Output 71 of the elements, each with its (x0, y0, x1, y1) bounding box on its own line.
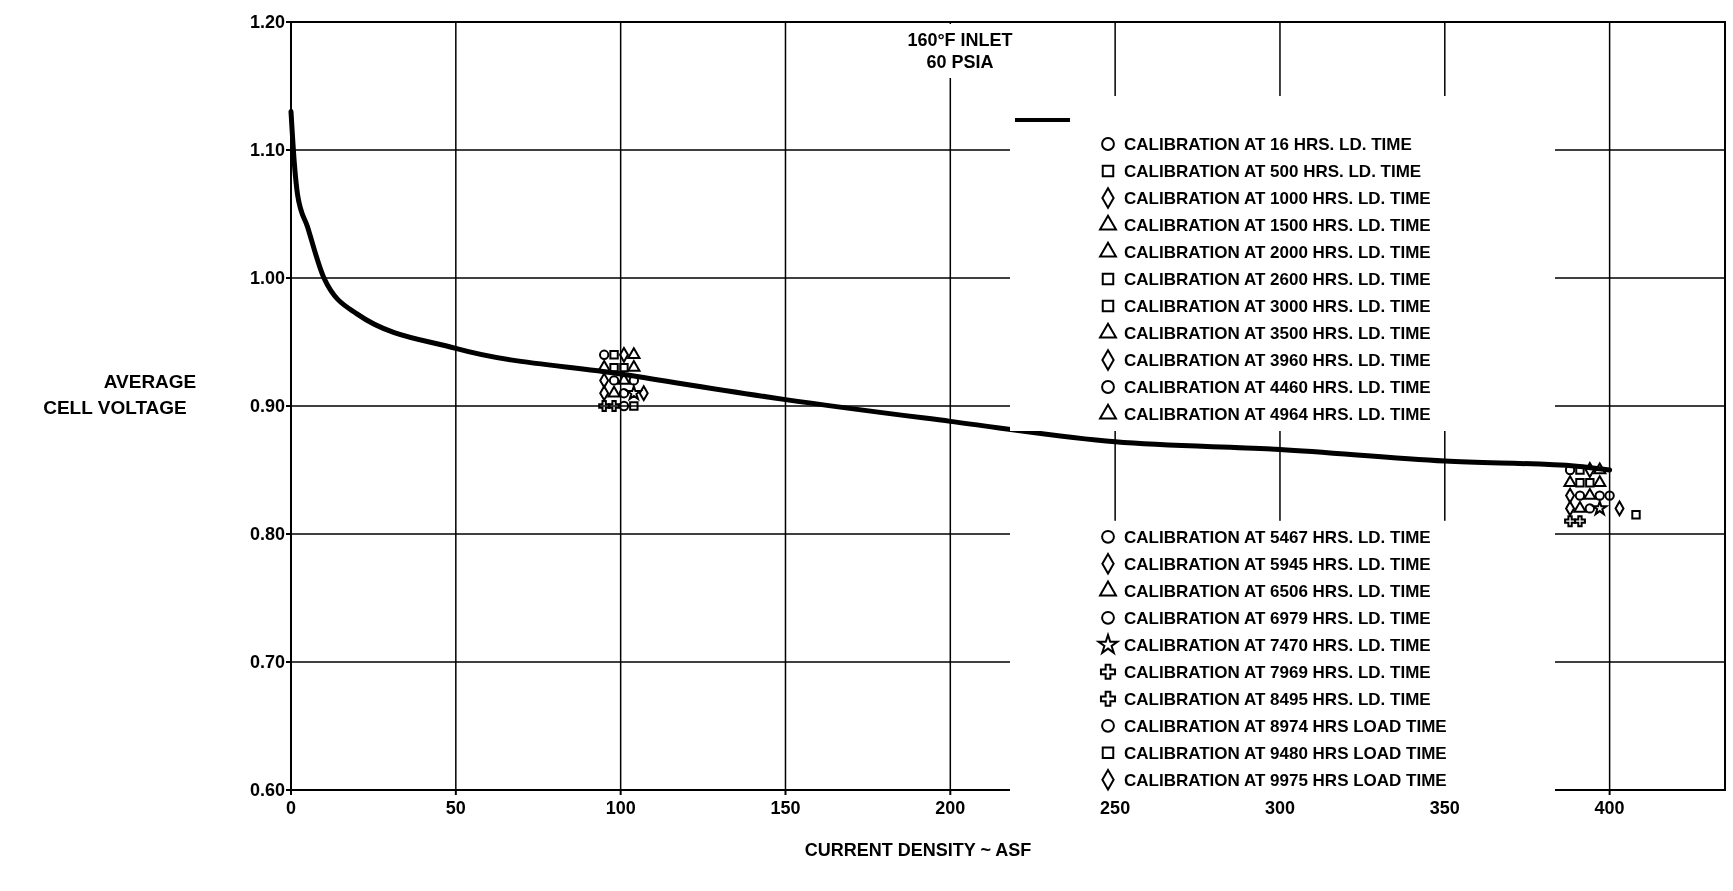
point (597, 360, 611, 372)
annotation: 160°F INLET (907, 30, 1013, 50)
point (627, 360, 641, 372)
x-tick-label: 0 (285, 798, 297, 818)
legend-label: CALIBRATION AT 7470 HRS. LD. TIME (1124, 635, 1431, 655)
legend-label: CALIBRATION AT 1500 HRS. LD. TIME (1124, 216, 1431, 235)
point (1584, 503, 1596, 514)
legend-label: CALIBRATION AT 9975 HRS LOAD TIME (1124, 770, 1447, 790)
point (1573, 500, 1587, 513)
x-tick-label: 400 (1594, 798, 1625, 818)
point (626, 385, 642, 400)
point (1594, 490, 1605, 501)
point (1593, 462, 1607, 475)
legend-label: CALIBRATION AT 7969 HRS. LD. TIME (1124, 662, 1431, 682)
legend-label: CALIBRATION AT 500 HRS. LD. TIME (1124, 162, 1422, 181)
legend-label: CALIBRATION AT 4964 HRS. LD. TIME (1124, 405, 1431, 424)
legend-label: CALIBRATION AT 8974 HRS LOAD TIME (1124, 716, 1447, 736)
legend-label: CALIBRATION AT 6506 HRS. LD. TIME (1124, 581, 1431, 601)
point (1563, 475, 1577, 488)
legend-label: CALIBRATION AT 6979 HRS. LD. TIME (1124, 608, 1431, 628)
point (598, 349, 610, 360)
point (618, 388, 630, 399)
point (1583, 488, 1597, 500)
point (1573, 515, 1586, 528)
legend-label: CALIBRATION AT 3000 HRS. LD. TIME (1124, 297, 1431, 316)
point (629, 401, 639, 411)
point (598, 400, 611, 412)
x-tick-label: 250 (1100, 798, 1131, 818)
point (609, 350, 619, 360)
point (627, 347, 641, 360)
y-tick-label: 1.10 (249, 140, 285, 160)
point (618, 400, 630, 412)
x-axis-title: CURRENT DENSITY ~ ASF (804, 840, 1032, 860)
legend-label: CALIBRATION AT 5467 HRS. LD. TIME (1124, 527, 1431, 547)
x-tick-label: 50 (445, 798, 466, 818)
legend-label: CALIBRATION AT 3960 HRS. LD. TIME (1124, 351, 1431, 370)
y-tick-label: 0.70 (249, 652, 285, 672)
x-tick-label: 300 (1264, 798, 1295, 818)
point (1564, 515, 1577, 528)
legend-label: CALIBRATION AT 2000 HRS. LD. TIME (1124, 243, 1431, 262)
x-tick-label: 200 (935, 798, 966, 818)
legend-label: CALIBRATION AT 16 HRS. LD. TIME (1124, 135, 1412, 154)
legend-label: CALIBRATION AT 5945 HRS. LD. TIME (1124, 554, 1431, 574)
legend-label: CALIBRATION AT 9480 HRS LOAD TIME (1124, 743, 1447, 763)
point (1574, 490, 1586, 501)
legend-label: CALIBRATION AT 3500 HRS. LD. TIME (1124, 324, 1431, 343)
point (1631, 510, 1641, 520)
point (608, 400, 621, 412)
x-tick-label: 100 (605, 798, 636, 818)
point (609, 362, 619, 373)
y-axis-title: AVERAGE CELL VOLTAGE (43, 370, 197, 418)
point (608, 375, 620, 386)
point (1604, 490, 1615, 501)
legend-label: CALIBRATION AT 2600 HRS. LD. TIME (1124, 270, 1431, 289)
annotation: 60 PSIA (926, 52, 994, 72)
y-tick-label: 0.90 (249, 396, 285, 416)
legend-label: CALIBRATION AT 1000 HRS. LD. TIME (1124, 189, 1431, 208)
point (1585, 478, 1595, 488)
y-tick-label: 1.00 (249, 268, 285, 288)
point (607, 385, 621, 398)
point (1575, 478, 1585, 488)
legend-label: CALIBRATION AT 4460 HRS. LD. TIME (1124, 378, 1431, 397)
legend-label: CALIBRATION AT 8495 HRS. LD. TIME (1124, 689, 1431, 709)
y-tick-label: 0.60 (249, 780, 285, 800)
point (1593, 475, 1607, 488)
x-tick-label: 350 (1429, 798, 1460, 818)
x-tick-label: 150 (770, 798, 801, 818)
y-tick-label: 1.20 (249, 12, 285, 32)
point (619, 362, 629, 373)
y-tick-label: 0.80 (249, 524, 285, 544)
point (1592, 500, 1608, 516)
